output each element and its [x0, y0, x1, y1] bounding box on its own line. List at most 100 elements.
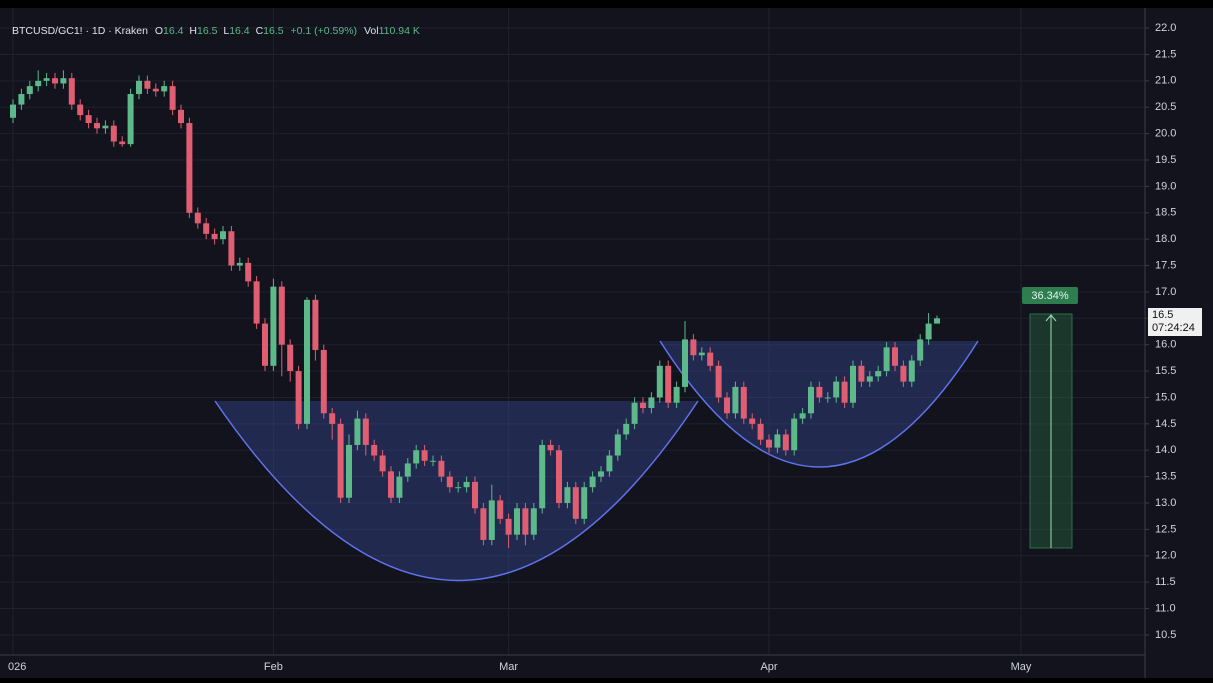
candle-body	[925, 323, 932, 340]
y-tick-label: 18.5	[1155, 207, 1176, 219]
candle-body	[850, 365, 856, 403]
candle-body	[203, 223, 210, 234]
candle-body	[446, 476, 453, 488]
candle-body	[740, 386, 747, 419]
cup-outline	[214, 400, 699, 582]
y-tick-label: 11.0	[1155, 602, 1176, 614]
candle-body	[43, 78, 50, 81]
candle-body	[606, 455, 613, 472]
candle-body	[35, 80, 42, 87]
ohlc-o-value: 16.4	[163, 25, 184, 37]
candle-body	[908, 360, 915, 382]
candle-body	[144, 80, 151, 89]
candle-body	[816, 386, 823, 398]
candle-body	[438, 460, 445, 477]
candle-body	[245, 262, 252, 282]
header: BTCUSD/GC1! · 1D · Kraken O16.4 H16.5 L1…	[12, 25, 420, 37]
price-tag-box	[1148, 308, 1202, 336]
candle-body	[404, 463, 411, 477]
candle-body	[623, 423, 630, 435]
volume-label: Vol	[364, 25, 379, 37]
y-tick-label: 11.5	[1155, 576, 1176, 588]
candle-body	[732, 386, 739, 414]
y-tick-label: 10.5	[1155, 629, 1176, 641]
candle-body	[194, 212, 201, 224]
candle-body	[505, 518, 512, 535]
y-tick-label: 17.5	[1155, 259, 1176, 271]
candle-body	[774, 434, 781, 448]
ohlc-c-value: 16.5	[263, 25, 284, 37]
candle-body	[304, 299, 310, 424]
ohlc-l-value: 16.4	[229, 25, 250, 37]
candle-body	[26, 86, 33, 95]
candle-body	[68, 78, 75, 105]
candle-body	[833, 381, 840, 398]
candles	[10, 70, 940, 548]
candle-body	[547, 444, 554, 451]
candle-body	[631, 402, 638, 424]
x-tick-label: Apr	[760, 661, 777, 673]
y-tick-label: 20.5	[1155, 101, 1176, 113]
candle-body	[640, 402, 646, 409]
y-tick-label: 18.0	[1155, 233, 1176, 245]
candle-body	[430, 460, 436, 462]
candle-body	[161, 86, 168, 92]
y-tick-label: 12.5	[1155, 523, 1176, 535]
candle-body	[757, 423, 764, 440]
candle-body	[10, 104, 16, 118]
candle-body	[312, 299, 319, 350]
candle-body	[682, 339, 688, 387]
y-tick-label: 14.5	[1155, 418, 1176, 430]
candle-body	[690, 339, 697, 356]
candle-body	[371, 444, 378, 456]
candle-body	[598, 471, 604, 477]
candle-body	[892, 347, 898, 366]
candle-body	[60, 78, 67, 84]
candle-body	[337, 423, 344, 498]
candle-body	[934, 318, 940, 324]
measure-arrowhead	[1045, 314, 1057, 322]
candle-body	[295, 371, 302, 424]
candle-body	[522, 508, 529, 535]
candle-body	[824, 397, 831, 399]
candle-body	[346, 444, 352, 498]
x-tick-label: 026	[8, 661, 26, 673]
candle-body	[883, 347, 890, 372]
candle-body	[488, 500, 495, 540]
candle-body	[648, 397, 655, 409]
candle-body	[52, 78, 58, 84]
candle-body	[656, 365, 663, 398]
y-tick-label: 19.0	[1155, 180, 1176, 192]
candle-body	[388, 471, 394, 498]
candle-body	[556, 450, 562, 504]
candle-body	[220, 231, 226, 240]
candle-body	[707, 352, 714, 366]
candle-body	[329, 413, 336, 424]
candle-body	[766, 439, 772, 448]
y-tick-label: 13.5	[1155, 471, 1176, 483]
x-tick-label: May	[1011, 661, 1032, 673]
y-tick-label: 15.5	[1155, 365, 1176, 377]
measure-label-box	[1022, 287, 1078, 304]
ohlc-h-value: 16.5	[197, 25, 218, 37]
candle-body	[18, 94, 25, 105]
candle-body	[455, 487, 462, 489]
y-tick-label: 20.0	[1155, 128, 1176, 140]
candle-body	[270, 286, 277, 366]
candle-body	[614, 434, 621, 456]
y-tick-label: 22.0	[1155, 22, 1176, 34]
candle-body	[715, 365, 722, 398]
y-tick-label: 21.0	[1155, 75, 1176, 87]
grid	[0, 8, 1145, 655]
candle-body	[698, 352, 705, 356]
y-tick-label: 13.0	[1155, 497, 1176, 509]
price-tag-price: 16.5	[1152, 309, 1173, 321]
candle-body	[749, 418, 756, 424]
candle-body	[866, 376, 873, 382]
axis: 10.5 11.0 11.5 12.0 12.5 13.0 13.5 14.0 14.5 15.0…	[8, 22, 1176, 673]
candle-body	[94, 123, 100, 129]
x-tick-label: Feb	[264, 661, 283, 673]
candle-body	[808, 386, 814, 414]
candle-body	[564, 487, 571, 504]
